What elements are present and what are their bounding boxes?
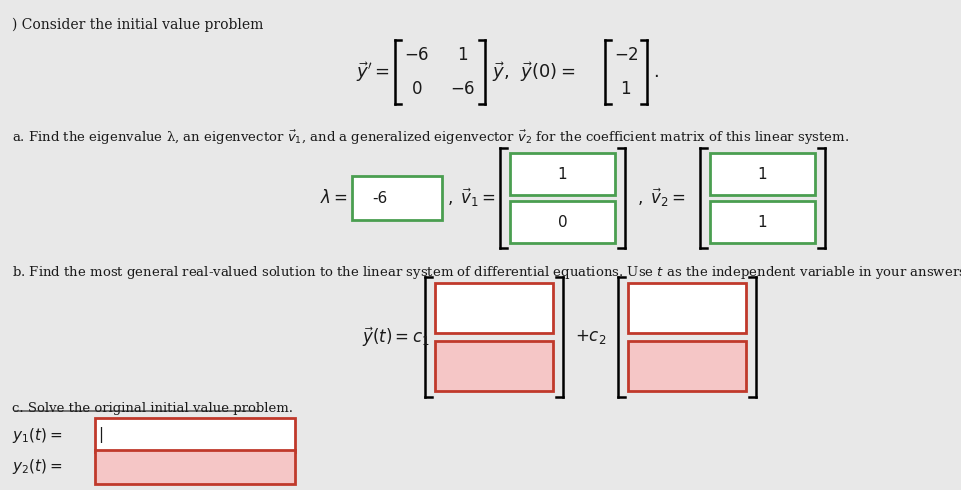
Text: $\lambda =$: $\lambda =$ — [320, 189, 348, 207]
Text: 1: 1 — [757, 167, 767, 181]
Text: $\vec{y}' =$: $\vec{y}' =$ — [356, 60, 389, 84]
FancyBboxPatch shape — [709, 201, 814, 243]
Text: $.$: $.$ — [653, 63, 658, 81]
Text: |: | — [98, 427, 103, 443]
Text: c. Solve the original initial value problem.: c. Solve the original initial value prob… — [12, 401, 293, 415]
FancyBboxPatch shape — [434, 283, 553, 333]
Text: $\vec{y}(0) =$: $\vec{y}(0) =$ — [520, 60, 575, 84]
Text: $1$: $1$ — [620, 80, 631, 98]
Text: b. Find the most general real-valued solution to the linear system of differenti: b. Find the most general real-valued sol… — [12, 264, 961, 280]
Text: $1$: $1$ — [457, 46, 468, 64]
Text: $\vec{y},$: $\vec{y},$ — [491, 60, 508, 84]
Text: 0: 0 — [557, 215, 567, 229]
Text: -6: -6 — [372, 191, 387, 205]
Text: $,\;\vec{v}_2 =$: $,\;\vec{v}_2 =$ — [636, 187, 684, 209]
FancyBboxPatch shape — [95, 450, 295, 484]
Text: 1: 1 — [557, 167, 567, 181]
Text: $y_1(t) =$: $y_1(t) =$ — [12, 425, 62, 444]
Text: 1: 1 — [757, 215, 767, 229]
Text: $-6$: $-6$ — [404, 46, 430, 64]
Text: $-6$: $-6$ — [450, 80, 475, 98]
Text: $y_2(t) =$: $y_2(t) =$ — [12, 457, 62, 475]
Text: $,\;\vec{v}_1 =$: $,\;\vec{v}_1 =$ — [447, 187, 495, 209]
FancyBboxPatch shape — [509, 201, 614, 243]
FancyBboxPatch shape — [434, 341, 553, 391]
FancyBboxPatch shape — [352, 176, 441, 220]
FancyBboxPatch shape — [628, 341, 745, 391]
FancyBboxPatch shape — [509, 153, 614, 195]
FancyBboxPatch shape — [628, 283, 745, 333]
Text: ) Consider the initial value problem: ) Consider the initial value problem — [12, 18, 263, 32]
Text: $0$: $0$ — [411, 80, 422, 98]
Text: $\vec{y}(t) = c_1$: $\vec{y}(t) = c_1$ — [362, 325, 430, 349]
Text: a. Find the eigenvalue λ, an eigenvector $\vec{v}_1$, and a generalized eigenvec: a. Find the eigenvalue λ, an eigenvector… — [12, 129, 849, 147]
Text: $-2$: $-2$ — [613, 46, 638, 64]
Text: $+ c_2$: $+ c_2$ — [575, 328, 605, 346]
FancyBboxPatch shape — [95, 418, 295, 452]
FancyBboxPatch shape — [709, 153, 814, 195]
